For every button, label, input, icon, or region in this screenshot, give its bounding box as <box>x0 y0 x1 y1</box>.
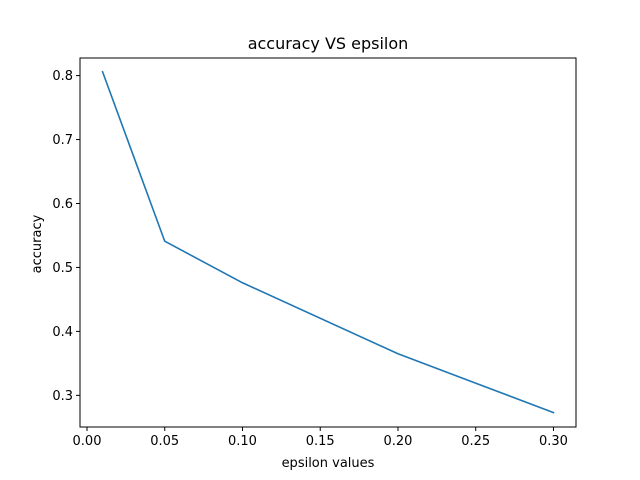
chart-title: accuracy VS epsilon <box>248 34 409 53</box>
x-tick-label: 0.15 <box>306 434 335 449</box>
y-tick-label: 0.4 <box>52 325 73 340</box>
series-line <box>101 70 555 414</box>
x-tick-label: 0.25 <box>461 434 490 449</box>
y-tick-label: 0.8 <box>52 69 73 84</box>
y-tick-label: 0.6 <box>52 197 73 212</box>
y-tick-label: 0.7 <box>52 133 73 148</box>
x-tick-label: 0.30 <box>539 434 568 449</box>
y-tick-label: 0.3 <box>52 389 73 404</box>
x-tick-label: 0.10 <box>228 434 257 449</box>
plot-area: 0.00 0.05 0.10 0.15 0.20 0.25 0.30 0.3 0.4 0.5 0.6… <box>52 57 577 449</box>
y-tick-label: 0.5 <box>52 261 73 276</box>
x-tick-label: 0.05 <box>150 434 179 449</box>
y-axis-label: accuracy <box>30 214 45 273</box>
x-axis-label: epsilon values <box>282 456 375 471</box>
x-tick-label: 0.00 <box>73 434 102 449</box>
plot-frame <box>79 57 577 428</box>
x-tick-label: 0.20 <box>383 434 412 449</box>
